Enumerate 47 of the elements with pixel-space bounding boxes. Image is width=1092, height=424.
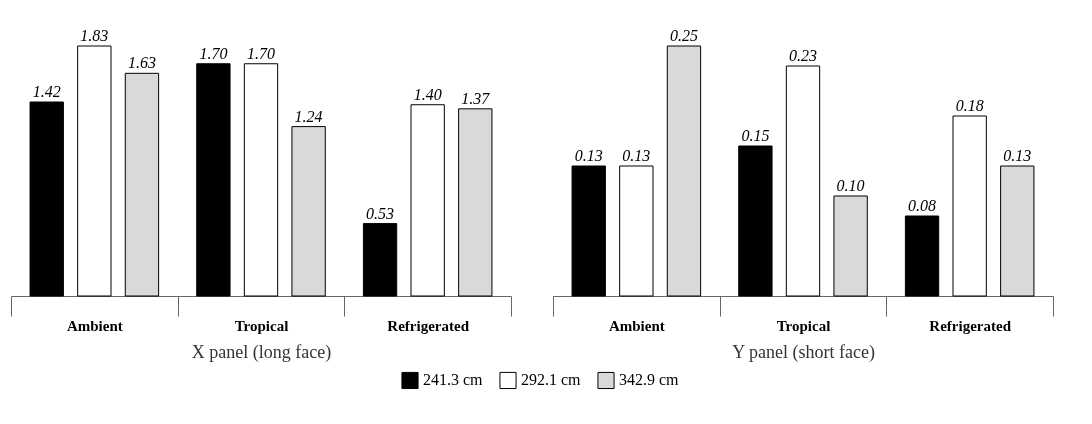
bar [666,45,702,297]
data-label: 0.23 [789,47,817,64]
x-tick-label: Ambient [608,317,665,334]
data-label: 1.37 [461,89,491,107]
bar [77,45,112,297]
bar [1000,165,1035,297]
data-label: 0.13 [574,147,603,164]
bar [738,145,773,297]
bar [458,108,493,297]
bar [785,65,821,297]
bar [362,223,398,297]
bar [904,215,940,297]
data-label: 1.24 [294,107,323,125]
data-label: 1.40 [413,85,442,103]
bar [619,165,654,297]
bar [833,195,868,297]
bar [29,101,64,297]
data-label: 0.25 [669,27,698,44]
bar [291,126,326,297]
x-tick-label: Tropical [776,317,831,334]
x-axis-title: X panel (long face) [191,341,332,363]
data-label: 0.10 [836,177,865,194]
x-axis-title: Y panel (short face) [732,341,875,363]
data-label: 0.15 [741,127,770,144]
data-label: 1.70 [247,44,275,62]
data-label: 0.13 [1003,147,1032,164]
bar [124,72,160,297]
x-tick-label: Ambient [66,317,123,334]
data-label: 1.42 [32,83,61,101]
bar [243,63,279,297]
data-label: 1.83 [80,27,109,44]
x-tick-label: Tropical [234,317,289,334]
legend-label: 342.9 cm [619,371,680,389]
data-label: 0.13 [622,147,651,164]
bar [410,104,445,297]
legend-label: 292.1 cm [521,371,582,389]
x-tick-label: Refrigerated [387,317,470,334]
bar [196,63,231,297]
data-label: 0.08 [908,197,937,214]
data-label: 1.70 [199,44,228,62]
data-label: 1.63 [127,54,156,72]
legend-label: 241.3 cm [423,371,484,389]
bar [571,165,606,297]
x-tick-label: Refrigerated [929,317,1012,334]
bar [952,115,987,297]
data-label: 0.18 [955,97,984,114]
data-label: 0.53 [366,204,395,222]
